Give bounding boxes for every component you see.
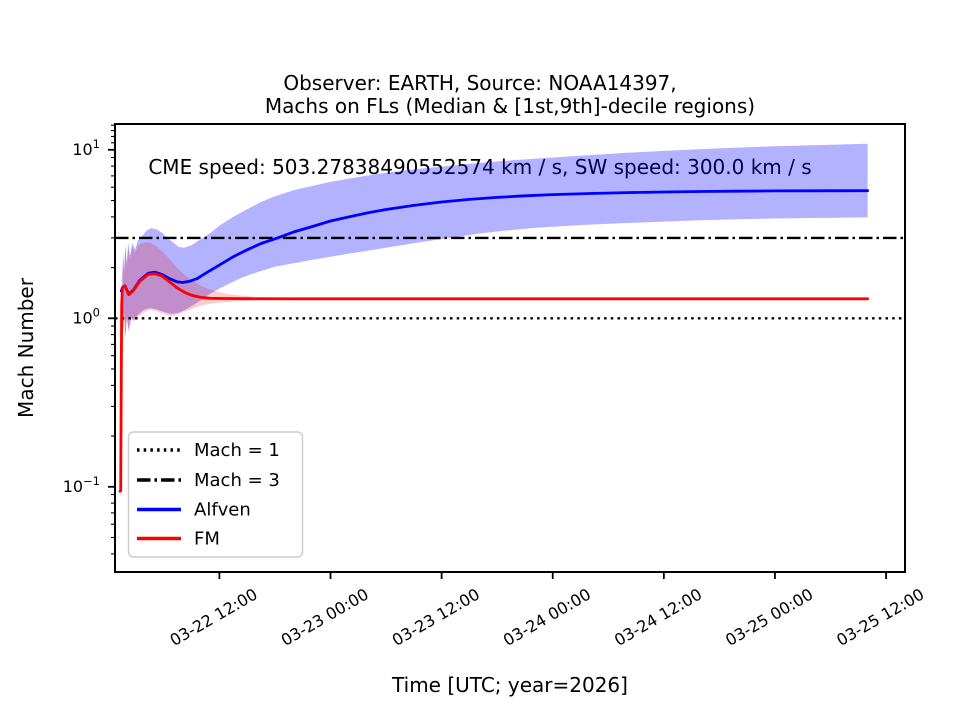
legend-box bbox=[127, 431, 304, 558]
y-tick-label: 101 bbox=[72, 137, 100, 159]
x-tick-label: 03-25 12:00 bbox=[833, 585, 927, 650]
axes-title: Machs on FLs (Median & [1st,9th]-decile … bbox=[264, 94, 756, 118]
figure-title-line2: CME speed: 503.27838490552574 km / s, SW… bbox=[148, 155, 812, 179]
x-axis-label: Time [UTC; year=2026] bbox=[391, 673, 628, 697]
x-tick-label: 03-24 00:00 bbox=[500, 585, 594, 650]
x-tick-label: 03-25 00:00 bbox=[722, 585, 816, 650]
figure-title: Observer: EARTH, Source: NOAA14397, CME … bbox=[0, 13, 960, 237]
alfven-decile-band bbox=[122, 143, 868, 337]
axes-spines bbox=[114, 123, 906, 573]
x-tick-label: 03-22 12:00 bbox=[167, 585, 261, 650]
figure-title-line1: Observer: EARTH, Source: NOAA14397, bbox=[283, 71, 677, 95]
x-tick-label: 03-23 12:00 bbox=[389, 585, 483, 650]
fm-median-line bbox=[118, 272, 869, 493]
x-tick-label: 03-23 00:00 bbox=[278, 585, 372, 650]
legend-label: Mach = 1 bbox=[194, 440, 280, 461]
y-axis-label: Mach Number bbox=[14, 277, 38, 418]
legend: Mach = 1 Mach = 3 Alfven FM bbox=[127, 431, 304, 558]
x-tick-label: 03-24 12:00 bbox=[611, 585, 705, 650]
legend-label: FM bbox=[194, 529, 220, 550]
legend-label: Alfven bbox=[194, 500, 251, 521]
fm-decile-band bbox=[122, 242, 308, 340]
legend-label: Mach = 3 bbox=[194, 470, 280, 491]
y-tick-label: 100 bbox=[72, 305, 100, 327]
y-tick-label: 10−1 bbox=[63, 474, 100, 496]
